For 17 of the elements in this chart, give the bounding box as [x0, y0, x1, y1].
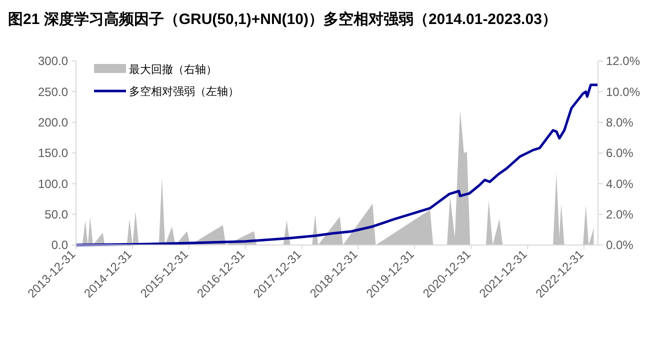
legend-label: 多空相对强弱（左轴） — [129, 85, 239, 98]
y2-tick-label: 6.0% — [606, 146, 634, 160]
y2-tick-label: 10.0% — [606, 84, 640, 99]
y2-tick-label: 12.0% — [606, 54, 640, 68]
y-tick-label: 100.0 — [38, 176, 68, 191]
y-tick-label: 250.0 — [38, 84, 68, 99]
y-tick-label: 300.0 — [38, 54, 68, 68]
chart-title: 图21 深度学习高频因子（GRU(50,1)+NN(10)）多空相对强弱（2014.01-2023.03） — [8, 10, 557, 28]
y-tick-label: 200.0 — [38, 116, 68, 130]
legend-label: 最大回撤（右轴） — [129, 63, 217, 76]
y-tick-label: 50.0 — [44, 208, 68, 222]
y-tick-label: 0.0 — [51, 238, 68, 252]
y2-tick-label: 0.0% — [606, 238, 634, 252]
y2-tick-label: 8.0% — [606, 116, 634, 130]
y-tick-label: 150.0 — [38, 146, 68, 160]
y2-tick-label: 4.0% — [606, 176, 634, 191]
y2-tick-label: 2.0% — [606, 208, 634, 222]
